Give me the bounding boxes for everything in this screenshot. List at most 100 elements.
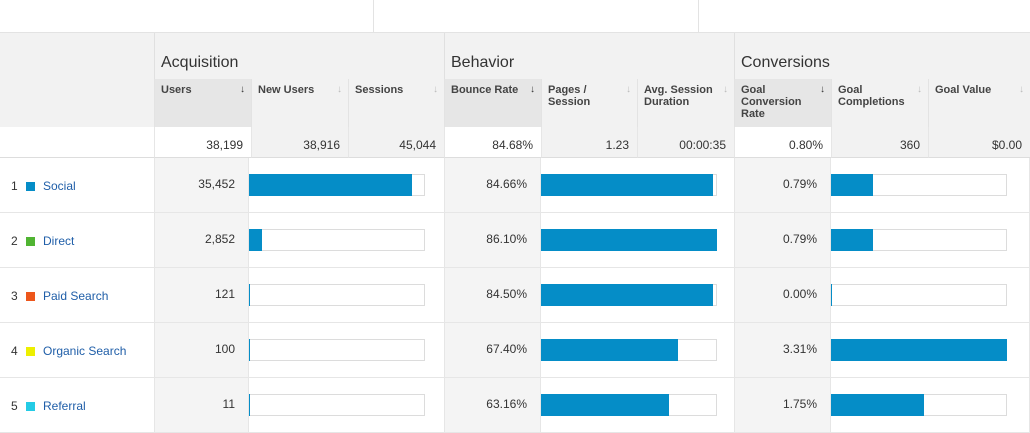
row-bounce-rate: 67.40% <box>445 323 541 378</box>
header-corner <box>0 33 155 79</box>
goal-completions-bar-track <box>831 174 1007 196</box>
sort-icon[interactable]: ↓ <box>917 84 922 95</box>
table-row[interactable]: 4 Organic Search <box>0 323 155 378</box>
top-blank-left <box>0 0 374 33</box>
table-row[interactable]: 2 Direct <box>0 213 155 268</box>
goal-completions-bar-track <box>831 339 1007 361</box>
sort-icon[interactable]: ↓ <box>337 84 342 95</box>
total-avg-session: 00:00:35 <box>638 127 735 158</box>
col-header-avg-session[interactable]: Avg. Session Duration ↓ <box>638 79 735 127</box>
pages-session-bar-cell <box>541 213 735 268</box>
col-header-goal-value[interactable]: Goal Value ↓ <box>929 79 1030 127</box>
row-users: 2,852 <box>155 213 249 268</box>
row-goal-conv-rate: 3.31% <box>735 323 831 378</box>
row-goal-conv-rate: 0.79% <box>735 158 831 213</box>
pages-session-bar-track <box>541 174 717 196</box>
pages-session-bar <box>541 339 678 361</box>
goal-completions-bar <box>831 339 1007 361</box>
sort-icon[interactable]: ↓ <box>723 84 728 95</box>
sort-desc-icon[interactable]: ↓ <box>240 84 245 95</box>
group-acquisition: Acquisition <box>155 33 445 79</box>
total-goal-conv-rate: 0.80% <box>735 127 832 158</box>
channel-link[interactable]: Organic Search <box>43 344 127 358</box>
col-sessions-label: Sessions <box>355 84 404 96</box>
row-users: 121 <box>155 268 249 323</box>
col-bounce-rate-label: Bounce Rate <box>451 84 519 96</box>
row-bounce-rate: 86.10% <box>445 213 541 268</box>
series-color-swatch <box>26 292 35 301</box>
row-rank: 1 <box>11 179 18 193</box>
channel-link[interactable]: Direct <box>43 234 75 248</box>
total-pages-session: 1.23 <box>542 127 638 158</box>
row-bounce-rate: 84.66% <box>445 158 541 213</box>
row-goal-conv-rate: 0.79% <box>735 213 831 268</box>
col-header-new-users[interactable]: New Users ↓ <box>252 79 349 127</box>
row-bounce-rate: 63.16% <box>445 378 541 433</box>
pages-session-bar <box>541 284 713 306</box>
total-goal-completions: 360 <box>832 127 929 158</box>
row-rank: 4 <box>11 344 18 358</box>
col-header-users[interactable]: Users ↓ <box>155 79 252 127</box>
row-users: 100 <box>155 323 249 378</box>
goal-completions-bar-cell <box>831 323 1030 378</box>
col-goal-conv-rate-label: Goal Conversion Rate <box>741 84 802 120</box>
col-new-users-label: New Users <box>258 84 315 96</box>
col-header-sessions[interactable]: Sessions ↓ <box>349 79 445 127</box>
sort-icon[interactable]: ↓ <box>626 84 631 95</box>
totals-label-cell <box>0 127 155 158</box>
row-rank: 5 <box>11 399 18 413</box>
group-conversions: Conversions <box>735 33 1030 79</box>
channel-link[interactable]: Social <box>43 179 76 193</box>
channel-link[interactable]: Paid Search <box>43 289 109 303</box>
users-share-bar-cell <box>249 268 445 323</box>
sort-icon[interactable]: ↓ <box>820 84 825 95</box>
total-goal-value: $0.00 <box>929 127 1030 158</box>
col-goal-completions-label: Goal Completions <box>838 84 905 108</box>
users-share-bar <box>249 174 412 196</box>
table-row[interactable]: 3 Paid Search <box>0 268 155 323</box>
row-goal-conv-rate: 1.75% <box>735 378 831 433</box>
goal-completions-bar-cell <box>831 213 1030 268</box>
goal-completions-bar-track <box>831 284 1007 306</box>
sort-icon[interactable]: ↓ <box>530 84 535 95</box>
pages-session-bar-track <box>541 284 717 306</box>
top-blank-right <box>699 0 1030 33</box>
row-goal-conv-rate: 0.00% <box>735 268 831 323</box>
sort-icon[interactable]: ↓ <box>433 84 438 95</box>
users-share-bar <box>249 394 250 416</box>
table-row[interactable]: 1 Social <box>0 158 155 213</box>
goal-completions-bar-track <box>831 394 1007 416</box>
top-blank-middle <box>374 0 699 33</box>
row-rank: 3 <box>11 289 18 303</box>
users-share-bar-cell <box>249 158 445 213</box>
goal-completions-bar-cell <box>831 378 1030 433</box>
pages-session-bar-track <box>541 394 717 416</box>
col-header-goal-completions[interactable]: Goal Completions ↓ <box>832 79 929 127</box>
col-header-goal-conv-rate[interactable]: Goal Conversion Rate ↓ <box>735 79 832 127</box>
pages-session-bar-cell <box>541 378 735 433</box>
col-header-pages-session[interactable]: Pages / Session ↓ <box>542 79 638 127</box>
users-share-bar-track <box>249 284 425 306</box>
pages-session-bar-cell <box>541 268 735 323</box>
channel-link[interactable]: Referral <box>43 399 86 413</box>
goal-completions-bar-track <box>831 229 1007 251</box>
users-share-bar-cell <box>249 323 445 378</box>
group-behavior: Behavior <box>445 33 735 79</box>
row-users: 35,452 <box>155 158 249 213</box>
users-share-bar-track <box>249 339 425 361</box>
users-share-bar-cell <box>249 213 445 268</box>
row-users: 11 <box>155 378 249 433</box>
col-pages-session-label: Pages / Session <box>548 84 591 108</box>
total-sessions: 45,044 <box>349 127 445 158</box>
users-share-bar-cell <box>249 378 445 433</box>
sort-icon[interactable]: ↓ <box>1019 84 1024 95</box>
table-row[interactable]: 5 Referral <box>0 378 155 433</box>
pages-session-bar-cell <box>541 323 735 378</box>
goal-completions-bar <box>831 394 924 416</box>
goal-completions-bar-cell <box>831 268 1030 323</box>
col-avg-session-label: Avg. Session Duration <box>644 84 713 108</box>
total-new-users: 38,916 <box>252 127 349 158</box>
col-header-bounce-rate[interactable]: Bounce Rate ↓ <box>445 79 542 127</box>
users-share-bar-track <box>249 394 425 416</box>
goal-completions-bar <box>831 284 832 306</box>
